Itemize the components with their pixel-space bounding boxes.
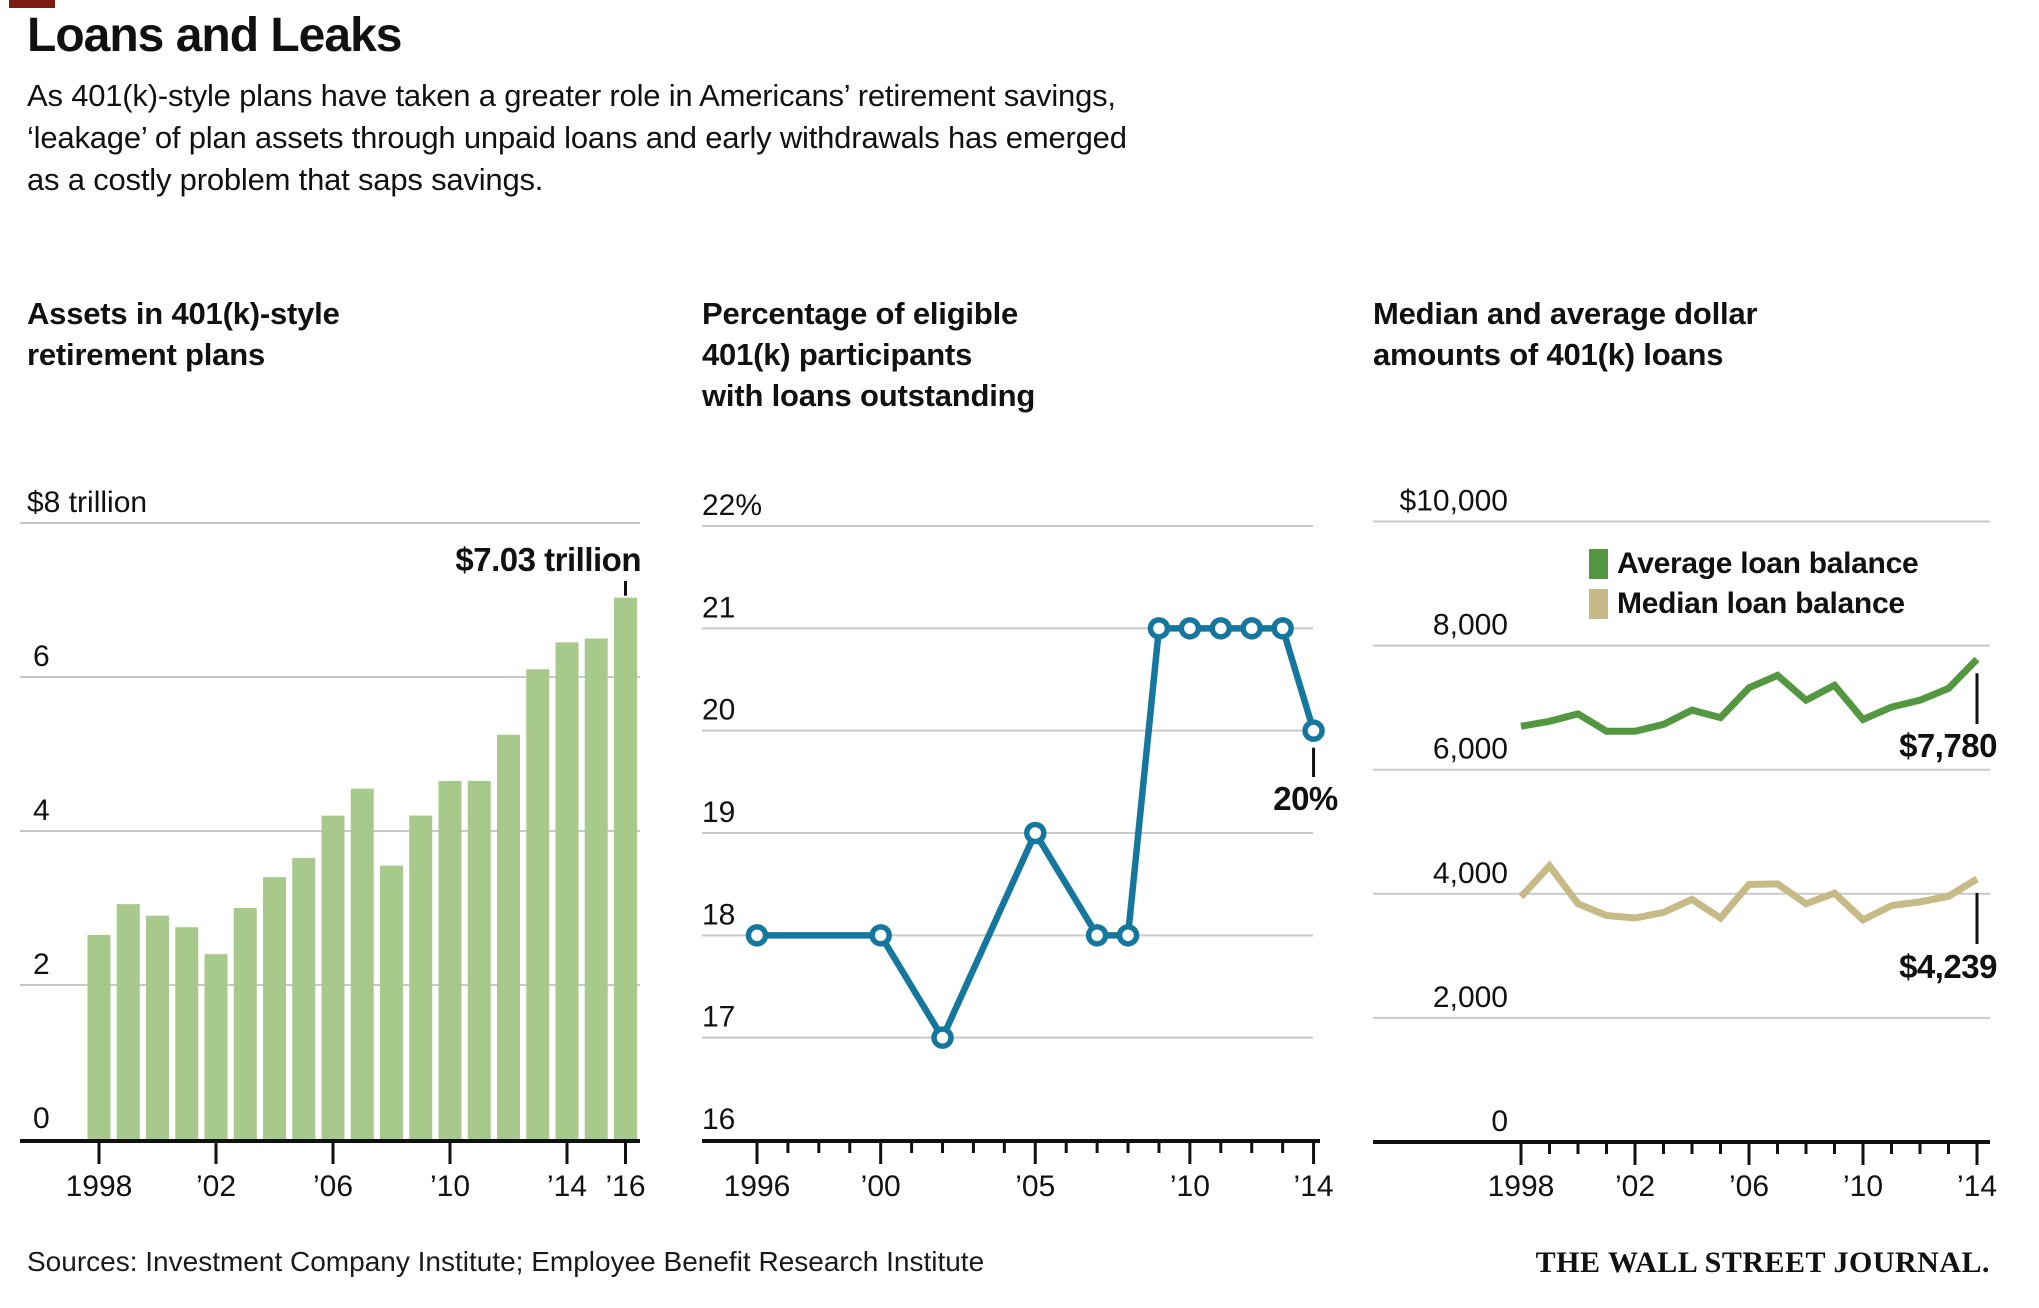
median-loan-balance-swatch: [1589, 589, 1608, 619]
assets-y-axis-label: 4: [33, 794, 50, 827]
amounts-y-axis-label: 2,000: [1433, 981, 1508, 1014]
assets-x-tick-label: ’16: [605, 1170, 645, 1203]
assets-x-tick-label: 1998: [66, 1170, 133, 1203]
average-loan-balance-swatch: [1589, 549, 1608, 579]
participation-data-marker: [931, 1026, 954, 1049]
assets-annotation-label: $7.03 trillion: [455, 541, 641, 578]
participation-chart-title-line-3: with loans outstanding: [702, 378, 1036, 413]
source-line: Sources: Investment Company Institute; E…: [27, 1246, 985, 1277]
participation-data-marker: [1085, 924, 1109, 947]
median-balance-annotation-label: $4,239: [1899, 948, 1997, 985]
assets-y-axis-label: 2: [33, 948, 50, 981]
assets-bar: [146, 915, 169, 1139]
participation-y-axis-label: 18: [702, 898, 735, 931]
amounts-y-axis-label: 6,000: [1433, 733, 1508, 766]
assets-bar: [467, 780, 491, 1139]
assets-bar: [497, 734, 520, 1139]
assets-bar: [555, 642, 579, 1139]
participation-x-tick-label: ’14: [1294, 1170, 1334, 1203]
assets-x-tick-label: ’02: [196, 1170, 236, 1203]
amounts-x-axis: [1373, 1140, 1990, 1144]
participation-data-marker: [1302, 719, 1325, 742]
brand-wsj: THE WALL STREET JOURNAL.: [1535, 1246, 1990, 1279]
participation-data-marker: [1240, 617, 1263, 640]
assets-bar: [204, 954, 228, 1139]
subtitle-line-2: ‘leakage’ of plan assets through unpaid …: [27, 120, 1127, 155]
amounts-chart-title-line-2: amounts of 401(k) loans: [1373, 337, 1724, 372]
assets-bar: [584, 638, 608, 1139]
assets-x-axis: [20, 1139, 640, 1143]
participation-x-tick-label: ’10: [1170, 1170, 1210, 1203]
median-loan-balance-line: [1518, 860, 1979, 925]
amounts-x-tick-label: ’02: [1615, 1170, 1655, 1203]
assets-bar: [87, 934, 111, 1139]
participation-chart-title-line-2: 401(k) participants: [702, 337, 973, 372]
assets-bar: [409, 815, 433, 1139]
page-title: Loans and Leaks: [27, 9, 402, 62]
average-loan-balance-line: [1520, 656, 1980, 735]
participation-chart-title-line-1: Percentage of eligible: [702, 296, 1019, 331]
participation-x-axis: [702, 1139, 1320, 1143]
assets-bar: [263, 877, 286, 1139]
amounts-y-axis-label: $10,000: [1400, 485, 1508, 518]
amounts-x-tick-label: ’10: [1843, 1170, 1883, 1203]
amounts-y-axis-label: 4,000: [1433, 857, 1508, 890]
participation-annotation-label: 20%: [1273, 780, 1338, 817]
amounts-y-axis-label: 8,000: [1433, 609, 1508, 642]
subtitle-line-1: As 401(k)-style plans have taken a great…: [27, 78, 1116, 113]
participation-y-axis-label: 20: [702, 694, 735, 727]
participation-x-tick-label: ’05: [1015, 1170, 1055, 1203]
assets-x-tick-label: ’10: [430, 1170, 470, 1203]
assets-bar: [292, 857, 316, 1139]
assets-y-axis-label: 6: [33, 640, 50, 673]
assets-bar: [350, 788, 374, 1139]
participation-y-axis-label: 16: [702, 1103, 735, 1136]
amounts-x-tick-label: ’06: [1729, 1170, 1769, 1203]
participation-y-axis-label: 17: [702, 1001, 735, 1034]
participation-data-marker: [1147, 617, 1171, 640]
assets-bar: [116, 904, 140, 1139]
assets-bar: [614, 597, 637, 1139]
assets-x-tick-label: ’06: [313, 1170, 353, 1203]
participation-data-marker: [1024, 821, 1047, 845]
average-balance-annotation-label: $7,780: [1899, 727, 1997, 764]
assets-bar: [175, 927, 199, 1139]
participation-data-marker: [1271, 617, 1294, 640]
average-loan-balance-legend-label: Average loan balance: [1617, 547, 1919, 580]
amounts-chart-title-line-1: Median and average dollar: [1373, 296, 1758, 331]
participation-x-tick-label: ’00: [861, 1170, 901, 1203]
amounts-x-tick-label: 1998: [1488, 1170, 1555, 1203]
amounts-y-axis-label: 0: [1491, 1105, 1508, 1138]
assets-bar: [321, 815, 345, 1139]
assets-y-axis-label: $8 trillion: [27, 486, 147, 519]
amounts-x-tick-label: ’14: [1957, 1170, 1997, 1203]
participation-y-axis-label: 22%: [702, 489, 762, 522]
assets-x-tick-label: ’14: [547, 1170, 587, 1203]
assets-bar: [380, 865, 403, 1139]
participation-data-marker: [1178, 617, 1202, 640]
participation-data-marker: [1116, 924, 1140, 947]
corner-crop-mark: [9, 0, 55, 8]
participation-data-marker: [869, 924, 892, 947]
assets-chart-title-line-1: Assets in 401(k)-style: [27, 296, 340, 331]
participation-y-axis-label: 21: [702, 591, 735, 624]
subtitle-line-3: as a costly problem that saps savings.: [27, 162, 544, 197]
median-loan-balance-legend-label: Median loan balance: [1617, 587, 1905, 620]
assets-bar: [233, 908, 257, 1139]
assets-chart-title-line-2: retirement plans: [27, 337, 265, 372]
participation-x-tick-label: 1996: [724, 1170, 791, 1203]
participation-data-marker: [745, 924, 769, 947]
participation-data-marker: [1209, 617, 1233, 640]
participation-y-axis-label: 19: [702, 796, 735, 829]
assets-y-axis-label: 0: [33, 1102, 50, 1135]
assets-bar: [438, 780, 462, 1139]
assets-bar: [526, 669, 550, 1139]
